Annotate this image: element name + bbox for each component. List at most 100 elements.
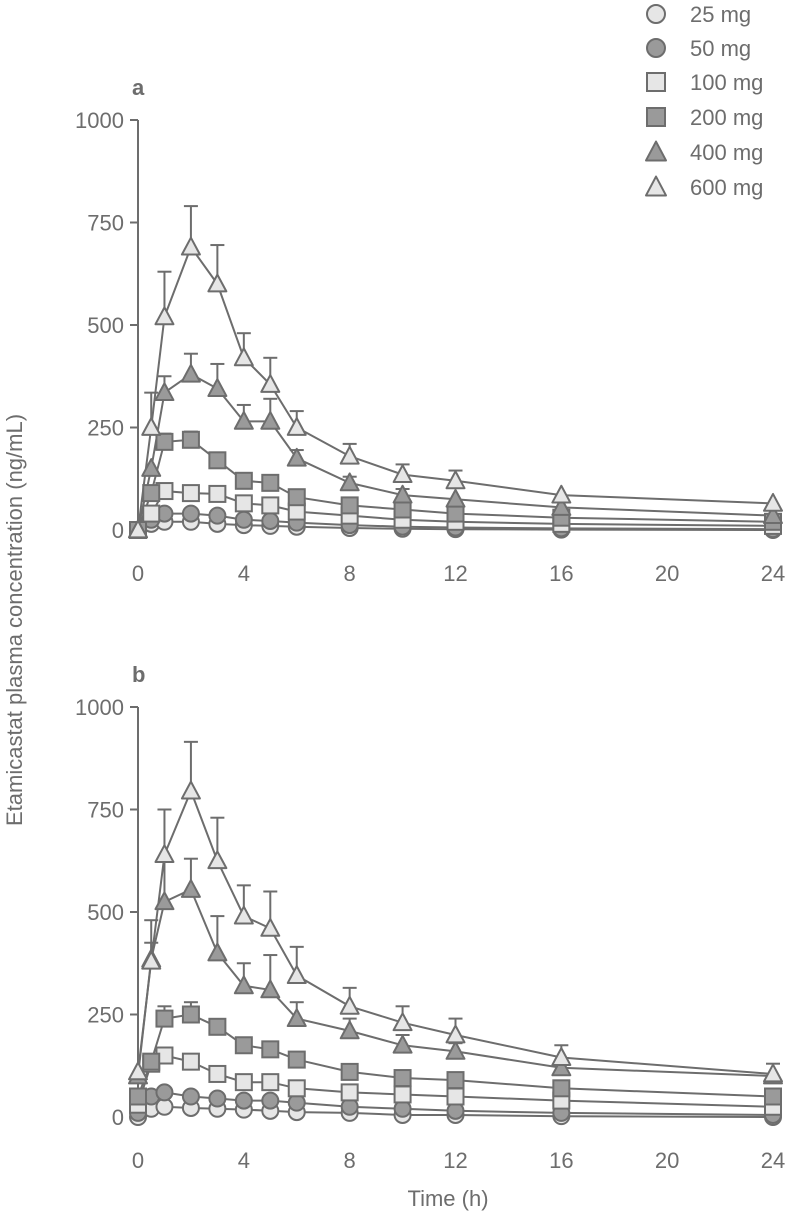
panel-label-b: b (132, 662, 145, 687)
data-point-200mg (234, 1036, 253, 1055)
data-point-200mg (446, 1071, 465, 1090)
data-point-100mg (287, 1079, 306, 1098)
data-point-600mg (128, 519, 148, 539)
data-point-100mg (261, 1073, 280, 1092)
data-point-600mg (339, 445, 360, 465)
data-point-400mg (286, 1008, 307, 1027)
x-tick-label: 16 (549, 561, 573, 586)
data-point-200mg (764, 1087, 782, 1106)
legend-item-200mg: 200 mg (690, 105, 763, 130)
data-point-200mg (446, 504, 465, 523)
legend-label: 200 mg (690, 105, 763, 130)
data-point-200mg (340, 1062, 359, 1081)
data-point-400mg (551, 497, 572, 516)
data-point-400mg (180, 879, 201, 898)
data-point-100mg (181, 484, 200, 503)
data-point-400mg (233, 410, 254, 430)
data-point-200mg (393, 500, 412, 519)
data-point-400mg (260, 410, 281, 430)
x-tick-label: 4 (238, 1148, 250, 1173)
data-point-400mg (392, 484, 413, 504)
data-point-200mg (261, 1040, 280, 1059)
data-point-200mg (552, 1079, 571, 1098)
x-tick-label: 0 (132, 1148, 144, 1173)
x-tick-label: 16 (549, 1148, 573, 1173)
y-tick-label: 1000 (75, 695, 124, 720)
data-point-200mg (261, 473, 280, 492)
x-axis-title: Time (h) (407, 1186, 488, 1211)
data-point-200mg (393, 1069, 412, 1088)
data-point-600mg (141, 417, 162, 436)
data-point-400mg (392, 1034, 413, 1054)
data-point-600mg (763, 492, 783, 512)
data-point-600mg (551, 484, 572, 504)
data-point-600mg (392, 1012, 413, 1032)
y-tick-label: 0 (112, 518, 124, 543)
data-point-200mg (155, 432, 174, 451)
legend-item-50mg: 50 mg (690, 36, 751, 61)
data-point-100mg (446, 1087, 465, 1106)
data-point-600mg (233, 905, 254, 925)
panel-b: 0 250 500 750 1000 0 4 8 12 16 20 24 (75, 695, 785, 1173)
data-point-600mg (260, 918, 281, 937)
data-point-600mg (128, 1061, 148, 1081)
legend-marker-circle (646, 38, 666, 58)
x-tick-label: 20 (655, 561, 679, 586)
data-point-400mg (339, 1020, 360, 1040)
legend-item-100mg: 100 mg (690, 70, 763, 95)
data-point-100mg (234, 494, 253, 513)
legend-label: 50 mg (690, 36, 751, 61)
y-tick-label: 1000 (75, 108, 124, 133)
data-point-600mg (180, 780, 201, 800)
data-point-50mg (261, 511, 280, 530)
data-point-600mg (154, 306, 175, 326)
data-point-400mg (207, 378, 228, 397)
data-point-600mg (445, 1024, 466, 1044)
data-point-400mg (339, 472, 360, 492)
data-point-600mg (763, 1063, 783, 1083)
data-point-600mg (207, 273, 228, 293)
y-tick-label: 500 (87, 900, 124, 925)
y-tick-label: 250 (87, 416, 124, 441)
data-point-400mg (154, 891, 175, 911)
x-tick-label: 24 (761, 1148, 785, 1173)
data-point-600mg (154, 844, 175, 863)
legend-label: 600 mg (690, 175, 763, 200)
legend-item-25mg: 25 mg (690, 2, 751, 27)
data-point-50mg (208, 1089, 227, 1108)
data-point-600mg (339, 995, 360, 1015)
legend-label: 400 mg (690, 140, 763, 165)
data-point-400mg (445, 488, 466, 508)
y-axis-title: Etamicastat plasma concentration (ng/mL) (2, 414, 27, 826)
data-point-400mg (207, 942, 228, 962)
x-tick-label: 0 (132, 561, 144, 586)
legend-item-400mg: 400 mg (690, 140, 763, 165)
data-point-200mg (208, 1017, 227, 1036)
x-tick-label: 12 (443, 561, 467, 586)
data-point-400mg (260, 979, 281, 999)
data-point-50mg (234, 510, 253, 529)
data-point-600mg (286, 965, 307, 984)
legend-marker-triangle (645, 140, 667, 162)
data-point-50mg (208, 506, 227, 525)
data-point-400mg (445, 1041, 466, 1060)
data-point-600mg (286, 417, 307, 436)
data-point-100mg (181, 1052, 200, 1071)
y-tick-label: 0 (112, 1105, 124, 1130)
x-tick-label: 12 (443, 1148, 467, 1173)
data-point-100mg (261, 496, 280, 515)
data-point-200mg (208, 451, 227, 470)
panel-a: 0 250 500 750 1000 0 4 8 12 16 20 24 (75, 108, 785, 586)
data-point-100mg (208, 1064, 227, 1083)
legend-marker-square (646, 72, 666, 92)
data-point-600mg (445, 470, 466, 490)
data-point-400mg (141, 458, 162, 477)
data-point-50mg (261, 1091, 280, 1110)
data-point-50mg (181, 504, 200, 523)
x-tick-label: 4 (238, 561, 250, 586)
data-point-100mg (142, 504, 161, 523)
legend-item-600mg: 600 mg (690, 175, 763, 200)
data-point-200mg (287, 1050, 306, 1069)
y-tick-label: 750 (87, 798, 124, 823)
